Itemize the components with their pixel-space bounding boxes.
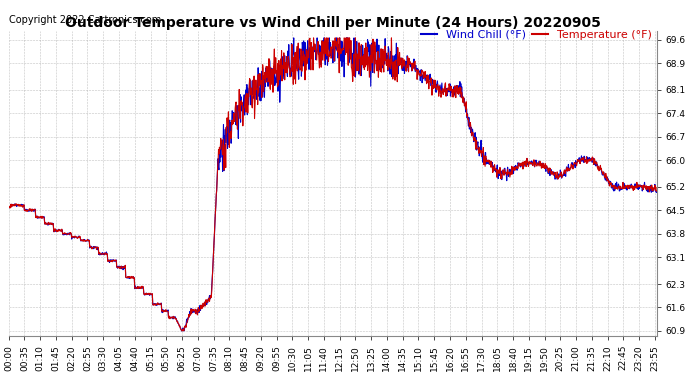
Temperature (°F) — [148, 302, 157, 307]
Temperature (°F) — [520, 160, 528, 165]
Wind Chill (°F) — [148, 302, 157, 307]
Wind Chill (°F) — [133, 285, 141, 290]
Temperature (°F) — [435, 94, 443, 99]
Temperature (°F) — [133, 286, 141, 290]
Wind Chill (°F) — [435, 92, 443, 96]
Title: Outdoor Temperature vs Wind Chill per Minute (24 Hours) 20220905: Outdoor Temperature vs Wind Chill per Mi… — [65, 16, 600, 30]
Temperature (°F) — [653, 189, 661, 194]
Legend: Wind Chill (°F), Temperature (°F): Wind Chill (°F), Temperature (°F) — [416, 25, 657, 44]
Wind Chill (°F) — [520, 161, 528, 165]
Wind Chill (°F) — [5, 206, 13, 210]
Line: Temperature (°F): Temperature (°F) — [9, 38, 657, 331]
Wind Chill (°F) — [221, 141, 230, 145]
Wind Chill (°F) — [576, 159, 584, 164]
Wind Chill (°F) — [177, 328, 186, 333]
Temperature (°F) — [178, 328, 186, 333]
Temperature (°F) — [576, 159, 584, 163]
Wind Chill (°F) — [653, 190, 661, 194]
Temperature (°F) — [221, 165, 230, 170]
Temperature (°F) — [5, 206, 13, 210]
Temperature (°F) — [309, 36, 317, 40]
Wind Chill (°F) — [290, 36, 298, 40]
Line: Wind Chill (°F): Wind Chill (°F) — [9, 38, 657, 331]
Text: Copyright 2022 Cartronics.com: Copyright 2022 Cartronics.com — [9, 15, 161, 25]
